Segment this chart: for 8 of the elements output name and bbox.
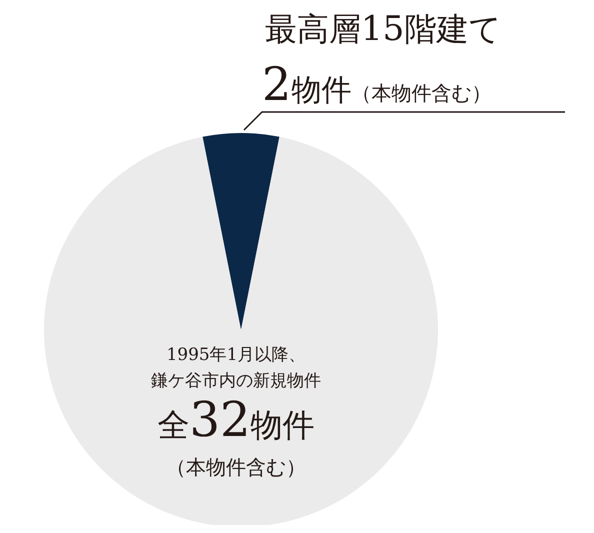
text: 鎌ケ谷市内の新規物件 [151,371,321,391]
text: 全32物件 [157,392,315,448]
text: 最高層15階建て [265,9,502,49]
text: 1995年1月以降、 [166,345,306,365]
text: 2物件（本物件含む） [262,57,492,111]
pie-slice [202,133,280,330]
pie-slice [44,136,438,525]
text: （本物件含む） [166,455,306,479]
